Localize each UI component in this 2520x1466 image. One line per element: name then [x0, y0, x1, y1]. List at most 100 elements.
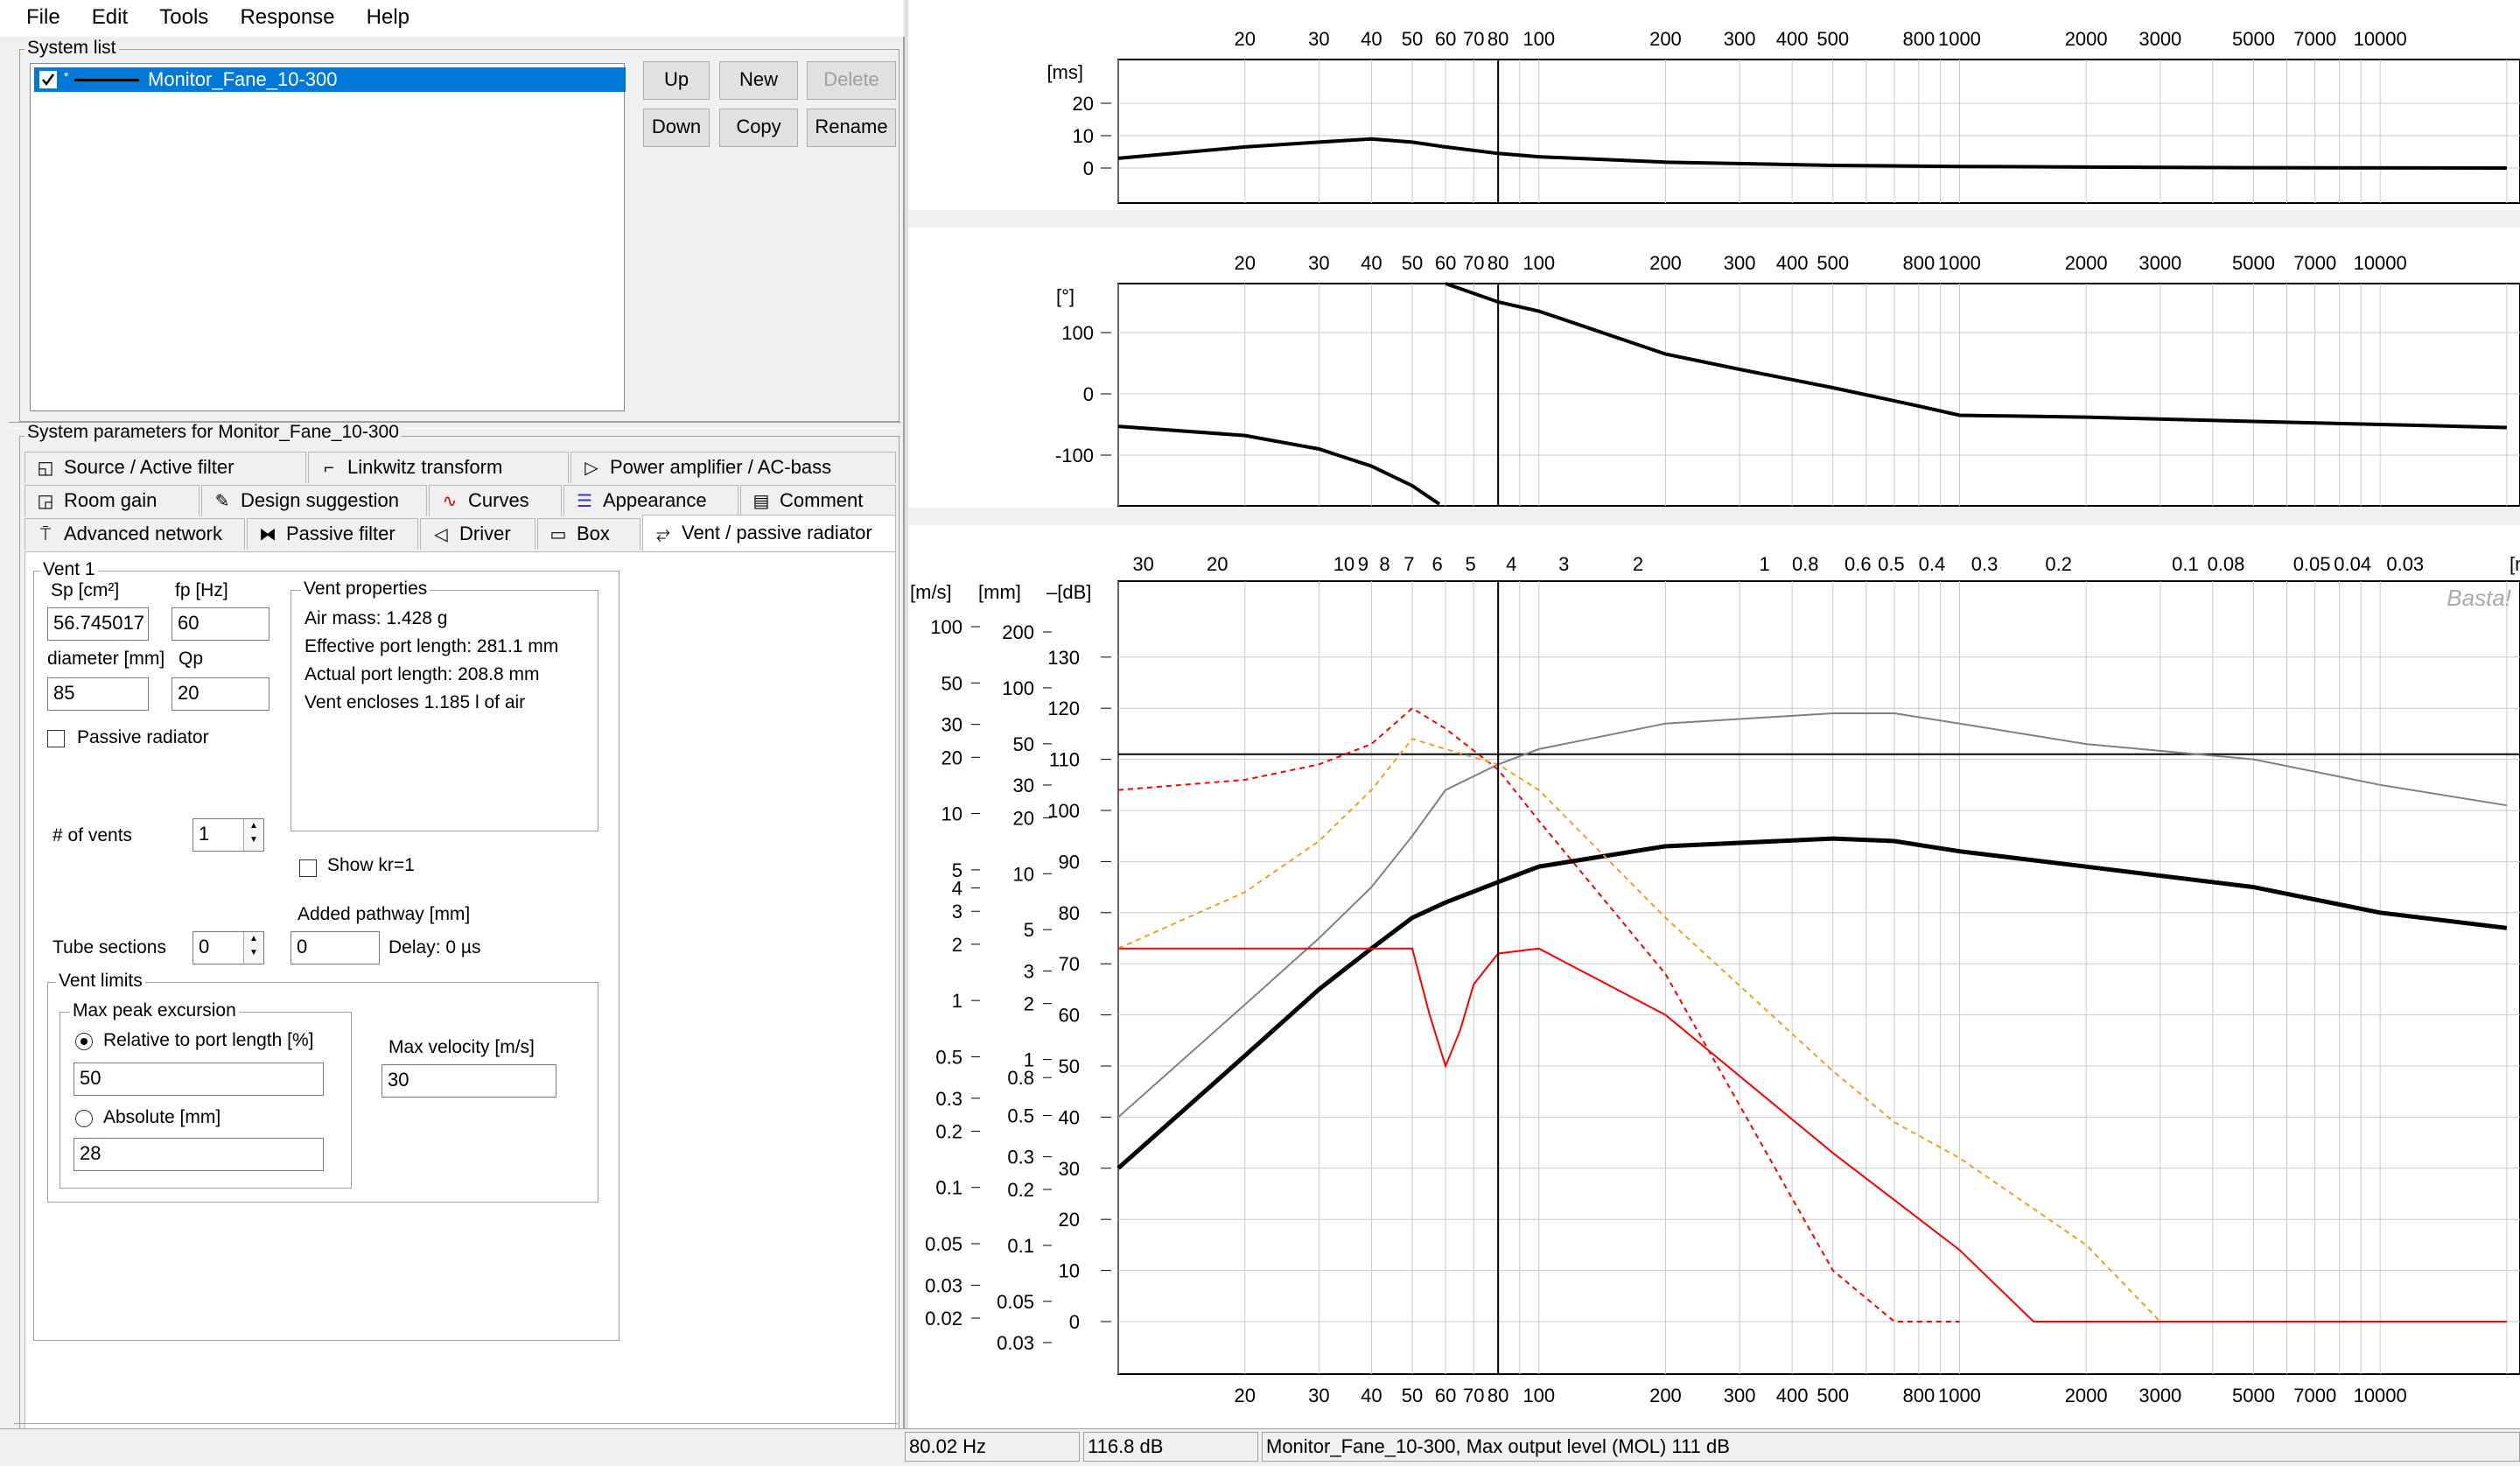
tab-advanced-network[interactable]: ⍑ Advanced network: [24, 518, 245, 550]
show-kr-checkbox[interactable]: [299, 859, 317, 877]
menu-help[interactable]: Help: [366, 5, 410, 29]
wavelength-tick-label: 0.1: [2172, 553, 2199, 575]
menu-file[interactable]: File: [26, 5, 60, 29]
vent-limits-group: [47, 982, 598, 1203]
x-tick-label: 40: [1361, 252, 1382, 274]
rename-button[interactable]: Rename: [807, 109, 896, 147]
ms-tick-label: 3: [952, 901, 962, 922]
chart-splitter-1[interactable]: [905, 210, 2520, 228]
relative-radio[interactable]: [75, 1033, 93, 1050]
y-tick-label: 0: [1083, 158, 1094, 179]
menu-tools[interactable]: Tools: [159, 5, 209, 29]
x-tick-label: 10000: [2354, 1385, 2407, 1406]
diameter-field[interactable]: 85: [47, 677, 149, 711]
sp-field[interactable]: 56.745017: [47, 607, 149, 641]
x-tick-label: 1000: [1938, 252, 1981, 274]
mm-tick-label: 5: [1024, 919, 1034, 941]
linkwitz-icon: ⌐: [324, 459, 334, 478]
qp-field[interactable]: 20: [172, 677, 270, 711]
x-tick-label: 7000: [2293, 1385, 2336, 1406]
phase-series: [1445, 282, 2507, 430]
x-tick-label: 50: [1402, 252, 1423, 274]
wavelength-tick-label: 4: [1506, 553, 1516, 575]
down-button[interactable]: Down: [643, 109, 710, 147]
x-tick-label: 800: [1903, 1385, 1936, 1406]
added-pathway-field[interactable]: 0: [290, 931, 380, 964]
tab-curves[interactable]: ∿ Curves: [429, 485, 562, 516]
spinner-arrows-icon[interactable]: ▲ ▼: [243, 932, 263, 964]
amplifier-icon: ▷: [584, 459, 598, 478]
x-tick-label: 20: [1234, 1385, 1255, 1406]
absolute-label: Absolute [mm]: [103, 1107, 221, 1127]
x-tick-label: 40: [1361, 28, 1382, 50]
x-tick-label: 1000: [1938, 1385, 1981, 1406]
max-velocity-field[interactable]: 30: [382, 1064, 556, 1098]
effective-port-length-text: Effective port length: 281.1 mm: [304, 636, 559, 656]
tab-appearance[interactable]: ☰ Appearance: [564, 485, 738, 516]
spinner-arrows-icon[interactable]: ▲ ▼: [243, 819, 263, 851]
splitter[interactable]: [9, 422, 901, 429]
tab-design-suggestion[interactable]: ✎ Design suggestion: [201, 485, 427, 516]
relative-label: Relative to port length [%]: [103, 1030, 314, 1050]
menu-edit[interactable]: Edit: [91, 5, 129, 29]
box-icon: ▭: [550, 525, 567, 544]
copy-button[interactable]: Copy: [719, 109, 798, 147]
x-tick-label: 800: [1903, 252, 1936, 274]
relative-field[interactable]: 50: [74, 1063, 324, 1096]
tab-source-active-filter[interactable]: ◱ Source / Active filter: [24, 452, 306, 483]
delete-button[interactable]: Delete: [807, 61, 896, 100]
group-delay-series: [1117, 137, 2507, 170]
up-button[interactable]: Up: [643, 61, 710, 100]
group-delay-chart[interactable]: 20 30 40 50 60 70 80 100 200 300 400 500 800 1000 2000…: [1046, 28, 2520, 204]
spl-chart[interactable]: 20 30 40 50 60 70 80 100 200 300 400 500 800 1000 2000…: [910, 553, 2520, 1406]
tube-sections-spinner[interactable]: 0 ▲ ▼: [192, 931, 264, 964]
phase-chart[interactable]: 20 30 40 50 60 70 80 100 200 300 400 500 800 1000 2000…: [1055, 252, 2520, 507]
x-tick-label: 50: [1402, 28, 1423, 50]
x-tick-label: 300: [1724, 1385, 1756, 1406]
system-listbox[interactable]: * Monitor_Fane_10-300: [30, 63, 626, 411]
db-tick-label: 60: [1059, 1005, 1080, 1027]
db-tick-label: 110: [1049, 749, 1080, 771]
tab-comment[interactable]: ▤ Comment: [740, 485, 896, 516]
tab-linkwitz-transform[interactable]: ⌐ Linkwitz transform: [308, 452, 569, 483]
ms-tick-label: 20: [942, 747, 962, 768]
system-list-item[interactable]: * Monitor_Fane_10-300: [34, 67, 626, 92]
chart-splitter-2[interactable]: [905, 508, 2520, 525]
system-params-title: System parameters for Monitor_Fane_10-30…: [24, 423, 402, 442]
num-vents-spinner[interactable]: 1 ▲ ▼: [192, 818, 264, 852]
tab-label: Appearance: [603, 489, 707, 511]
qp-label: Qp: [178, 649, 204, 669]
x-tick-label: 300: [1724, 252, 1756, 274]
tab-label: Curves: [468, 489, 529, 511]
ms-tick-label: 50: [942, 672, 962, 694]
wavelength-tick-label: 0.08: [2208, 553, 2245, 575]
ms-tick-label: 2: [952, 934, 962, 956]
new-button[interactable]: New: [719, 61, 798, 100]
passive-radiator-checkbox[interactable]: [47, 730, 65, 747]
left-panel: System list * Monitor_Fane_10-300 Up New…: [0, 37, 905, 1451]
vent-icon: ⥂: [656, 524, 670, 544]
ms-tick-label: 0.05: [925, 1233, 962, 1255]
tab-power-amplifier[interactable]: ▷ Power amplifier / AC-bass: [570, 452, 896, 483]
tab-vent-passive-radiator[interactable]: ⥂ Vent / passive radiator: [642, 515, 896, 551]
x-tick-label: 400: [1776, 28, 1809, 50]
tab-passive-filter[interactable]: ⧓ Passive filter: [247, 518, 418, 550]
x-tick-label: 200: [1649, 28, 1682, 50]
tab-label: Box: [577, 523, 610, 544]
absolute-radio[interactable]: [75, 1110, 93, 1127]
menu-response[interactable]: Response: [240, 5, 335, 29]
delay-text: Delay: 0 µs: [388, 937, 481, 957]
wavelength-tick-label: 3: [1558, 553, 1569, 575]
x-tick-label: 100: [1522, 252, 1555, 274]
x-tick-label: 2000: [2065, 252, 2108, 274]
fp-field[interactable]: 60: [172, 607, 270, 641]
tab-room-gain[interactable]: ◲ Room gain: [24, 485, 200, 516]
charts-area: 20 30 40 50 60 70 80 100 200 300 400 500 800 1000 2000…: [905, 0, 2520, 1428]
system-item-checkbox[interactable]: [39, 71, 57, 88]
y-unit-label: [°]: [1056, 285, 1074, 307]
tab-box[interactable]: ▭ Box: [537, 518, 640, 550]
wavelength-tick-label: 0.05: [2293, 553, 2331, 575]
tab-driver[interactable]: ◁ Driver: [420, 518, 536, 550]
max-peak-title: Max peak excursion: [70, 1001, 239, 1021]
absolute-field[interactable]: 28: [74, 1138, 324, 1171]
